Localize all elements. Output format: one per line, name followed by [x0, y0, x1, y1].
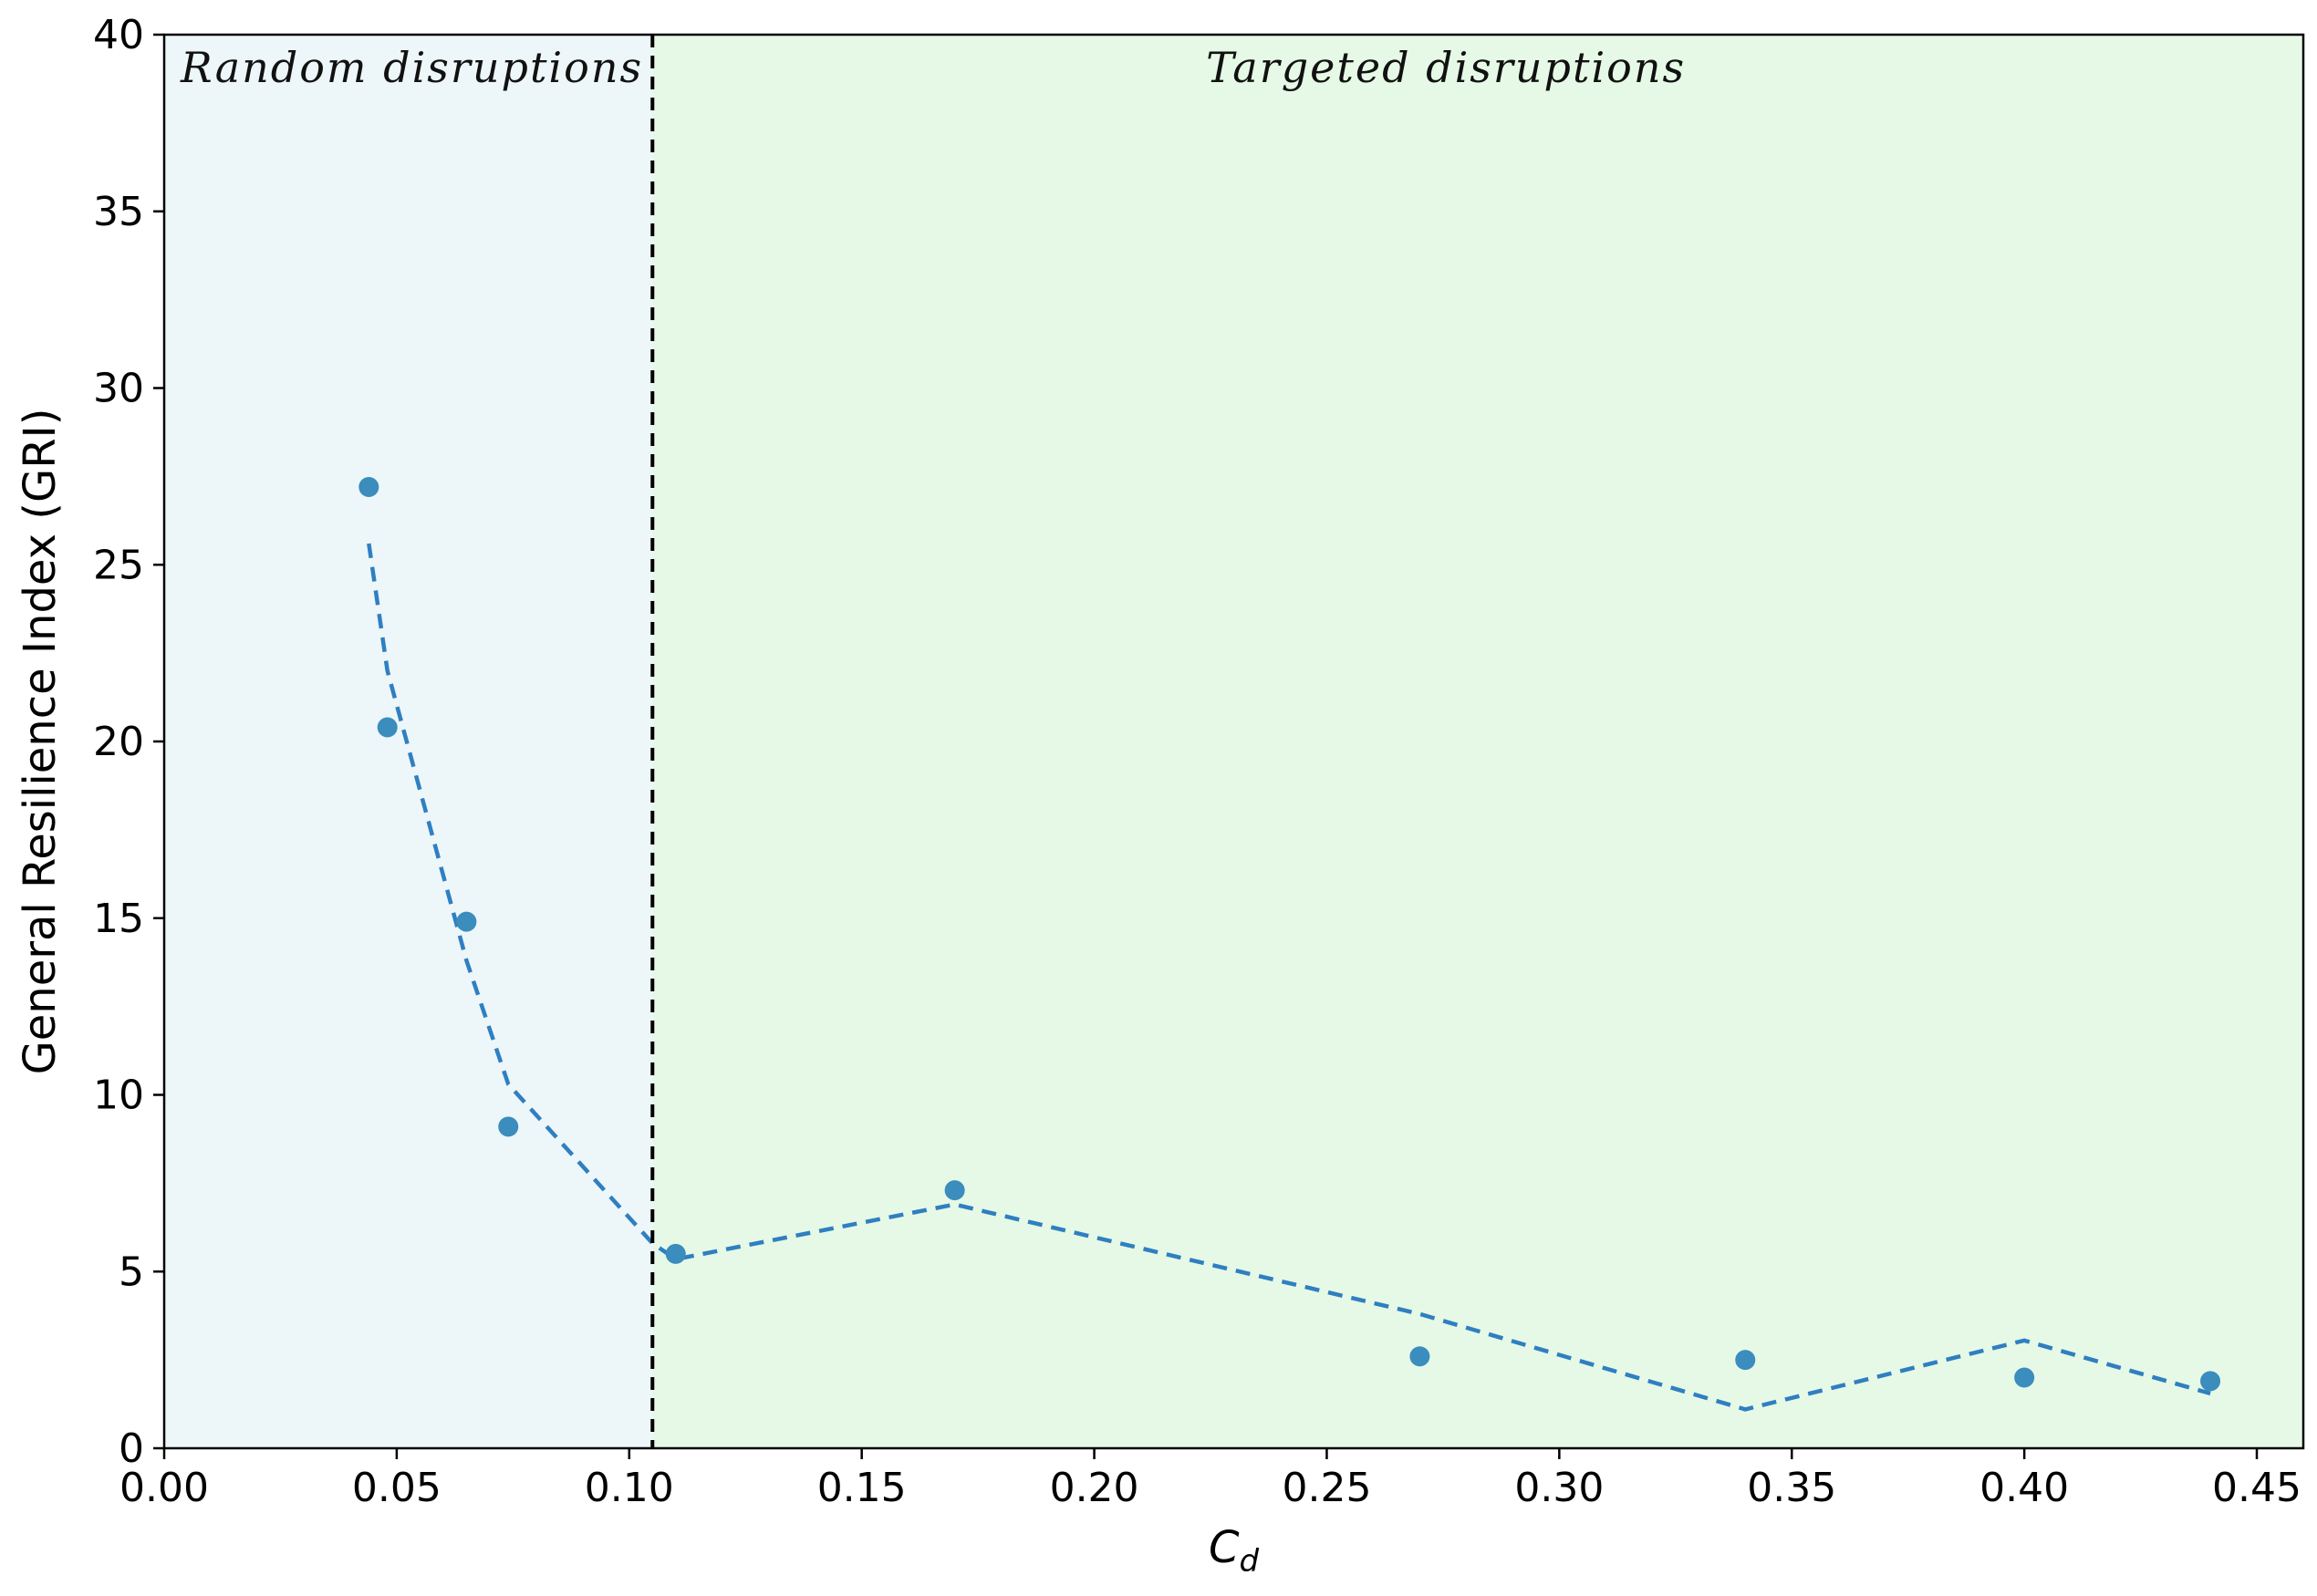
data-point — [944, 1180, 965, 1201]
y-tick-label: 40 — [93, 12, 144, 58]
region-labels: Random disruptions Targeted disruptions — [180, 43, 1686, 92]
y-axis-ticks: 0 5 10 15 20 25 30 35 40 — [93, 12, 164, 1472]
x-axis-label: Cd — [1209, 1522, 1260, 1580]
data-point — [2200, 1371, 2221, 1392]
x-axis-label-main: C — [1209, 1522, 1240, 1573]
x-tick-label: 0.20 — [1050, 1465, 1139, 1511]
x-axis-label-subscript: d — [1239, 1543, 1259, 1580]
y-tick-label: 30 — [93, 366, 144, 412]
x-tick-label: 0.35 — [1747, 1465, 1836, 1511]
data-point — [2014, 1367, 2035, 1388]
fitted-curve-layer — [367, 543, 2211, 1412]
data-points-layer — [358, 477, 2221, 1392]
x-tick-label: 0.40 — [1979, 1465, 2069, 1511]
y-axis-label: General Resilience Index (GRI) — [15, 409, 66, 1075]
region-targeted — [652, 35, 2303, 1448]
y-tick-label: 5 — [119, 1249, 144, 1295]
region-label-random: Random disruptions — [180, 43, 643, 92]
data-point — [498, 1116, 519, 1137]
y-tick-label: 10 — [93, 1073, 144, 1119]
data-point — [665, 1243, 686, 1264]
data-point — [358, 477, 379, 497]
data-point — [377, 717, 398, 738]
x-tick-label: 0.45 — [2212, 1465, 2301, 1511]
x-tick-label: 0.10 — [585, 1465, 674, 1511]
y-tick-label: 15 — [93, 896, 144, 942]
y-tick-label: 35 — [93, 189, 144, 235]
x-tick-label: 0.05 — [352, 1465, 442, 1511]
x-tick-label: 0.30 — [1514, 1465, 1604, 1511]
data-point — [1735, 1350, 1756, 1371]
region-label-targeted: Targeted disruptions — [1206, 43, 1686, 92]
data-point — [1409, 1346, 1430, 1367]
y-tick-label: 20 — [93, 719, 144, 765]
background-regions — [164, 35, 2303, 1448]
x-tick-label: 0.00 — [119, 1465, 209, 1511]
y-tick-label: 0 — [119, 1425, 144, 1472]
fitted-curve — [367, 543, 2211, 1412]
y-tick-label: 25 — [93, 542, 144, 588]
x-axis-ticks: 0.00 0.05 0.10 0.15 0.20 0.25 0.30 0.35 0.40 0.45 — [119, 1448, 2301, 1511]
x-tick-label: 0.15 — [817, 1465, 907, 1511]
data-point — [456, 911, 477, 932]
x-tick-label: 0.25 — [1282, 1465, 1371, 1511]
